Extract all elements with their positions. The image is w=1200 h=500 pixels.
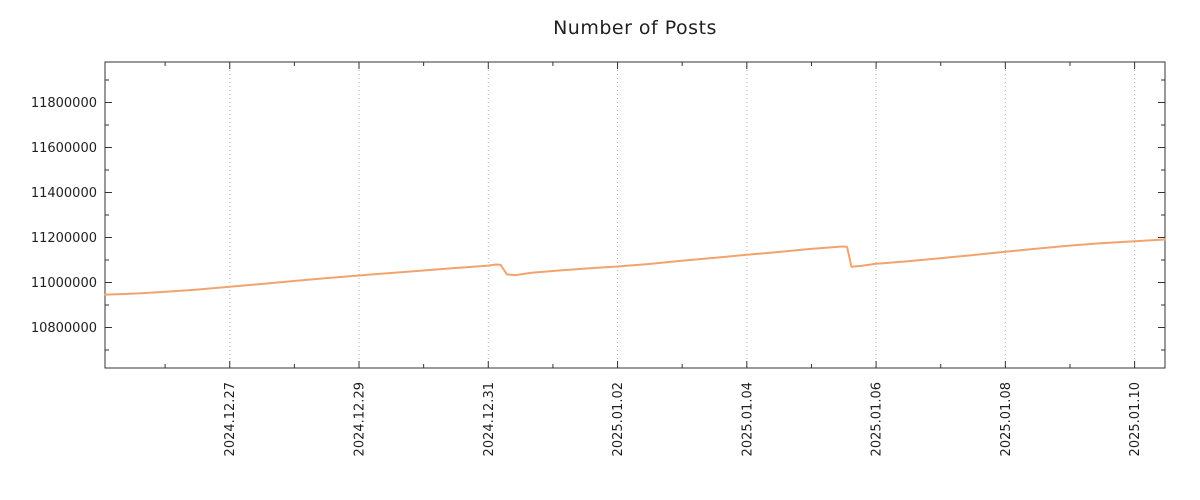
- x-tick-label: 2024.12.27: [223, 382, 238, 456]
- plot-border: [104, 61, 1166, 369]
- posts-series-line: [104, 238, 1166, 296]
- x-tick-label: 2025.01.02: [611, 382, 626, 456]
- y-tick-label: 11200000: [31, 231, 97, 246]
- y-tick-label: 11800000: [31, 96, 97, 111]
- x-tick-label: 2025.01.04: [740, 382, 755, 456]
- y-tick-label: 10800000: [31, 321, 97, 336]
- x-tick-label: 2024.12.29: [353, 382, 368, 456]
- x-tick-label: 2025.01.06: [870, 382, 885, 456]
- x-tick-label: 2025.01.10: [1128, 382, 1143, 456]
- x-tick-label: 2025.01.08: [999, 382, 1014, 456]
- y-tick-label: 11600000: [31, 141, 97, 156]
- x-tick-label: 2024.12.31: [482, 382, 497, 456]
- y-tick-label: 11400000: [31, 186, 97, 201]
- chart-title: Number of Posts: [553, 17, 717, 39]
- y-tick-label: 11000000: [31, 276, 97, 291]
